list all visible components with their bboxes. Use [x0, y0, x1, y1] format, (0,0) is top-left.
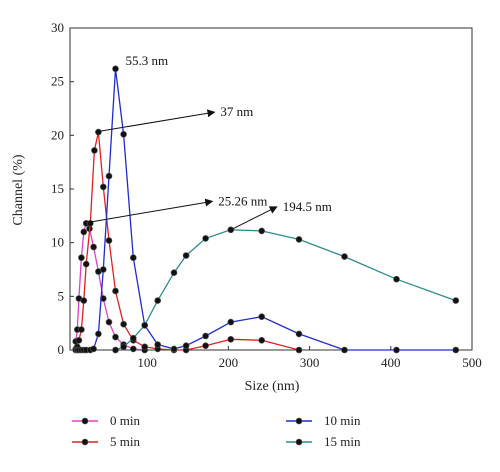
data-point [295, 236, 303, 243]
legend-label: 15 min [324, 434, 361, 449]
annotation-label: 55.3 nm [125, 53, 168, 68]
data-point [120, 343, 127, 351]
series-line [115, 229, 457, 351]
data-point [91, 147, 98, 154]
legend-label: 0 min [110, 413, 140, 428]
data-point [393, 346, 400, 354]
data-point [141, 343, 148, 351]
data-point [105, 172, 113, 180]
data-point [82, 260, 90, 268]
annotations: 55.3 nm 37 nm 25.26 nm 194.5 nm [88, 53, 332, 230]
legend-label: 10 min [324, 413, 361, 428]
data-point [100, 266, 107, 273]
data-point [120, 131, 127, 138]
data-point [295, 330, 303, 338]
legend-marker [81, 438, 89, 446]
x-tick-label: 500 [462, 355, 482, 370]
x-axis-label: Size (nm) [245, 379, 300, 394]
y-tick-label: 0 [58, 342, 65, 357]
data-point [130, 334, 137, 342]
series-10-min [72, 65, 460, 354]
data-point [80, 228, 88, 236]
annotation-label: 194.5 nm [283, 199, 332, 214]
y-tick-label: 5 [58, 288, 65, 303]
legend-label: 5 min [110, 434, 140, 449]
data-point [112, 333, 119, 341]
data-point [182, 252, 190, 259]
plot-frame [69, 27, 473, 351]
y-tick-label: 10 [51, 235, 64, 250]
y-tick-label: 30 [51, 20, 64, 35]
data-point [227, 335, 235, 343]
annotation-label: 37 nm [220, 104, 253, 119]
data-point [295, 346, 303, 354]
data-point [112, 346, 119, 354]
y-tick-label: 25 [51, 74, 64, 89]
y-tick-label: 15 [51, 181, 64, 196]
data-point [202, 235, 209, 242]
data-point [341, 253, 348, 260]
data-point [452, 346, 460, 354]
data-point [154, 341, 161, 348]
x-tick-label: 400 [381, 355, 401, 370]
data-point [130, 254, 137, 262]
data-point [112, 65, 119, 73]
annotation-arrow [232, 206, 278, 230]
y-tick-label: 20 [51, 127, 64, 142]
data-point [120, 320, 127, 328]
data-point [105, 237, 113, 244]
data-point [202, 342, 209, 350]
data-point [78, 326, 85, 333]
data-point [170, 269, 178, 277]
data-point [105, 318, 113, 326]
data-point [393, 275, 400, 283]
data-point [141, 321, 148, 329]
legend-marker [81, 417, 89, 425]
data-point [78, 254, 85, 262]
legend-item: 15 min [286, 434, 361, 449]
data-point [80, 297, 88, 304]
data-point [75, 336, 83, 344]
data-point [130, 345, 137, 353]
axes: 0 5 10 15 20 25 30 100 200 300 400 500 [51, 20, 482, 370]
data-point [258, 227, 266, 235]
data-point [258, 313, 266, 321]
data-point [112, 287, 119, 295]
data-point [95, 330, 102, 338]
data-point [202, 332, 209, 340]
legend-marker [295, 438, 303, 446]
legend-item: 5 min [72, 434, 140, 449]
data-point [258, 336, 266, 344]
x-tick-label: 200 [219, 355, 239, 370]
data-point [90, 243, 97, 251]
data-point [170, 345, 178, 353]
plot-series [72, 65, 460, 354]
annotation-arrow [100, 109, 216, 132]
legend: 0 min 5 min 10 min 15 min [72, 413, 361, 449]
data-point [341, 346, 348, 354]
annotation-arrow [88, 198, 214, 223]
legend-item: 0 min [72, 413, 140, 428]
data-point [227, 226, 235, 234]
legend-item: 10 min [286, 413, 361, 428]
legend-marker [295, 417, 303, 425]
data-point [182, 342, 190, 350]
series-line [75, 68, 456, 351]
x-tick-label: 100 [137, 355, 157, 370]
data-point [452, 297, 460, 304]
data-point [154, 297, 161, 304]
data-point [100, 183, 107, 191]
data-point [90, 345, 97, 353]
data-point [227, 318, 235, 326]
y-axis-label: Channel (%) [11, 154, 26, 225]
series-15-min [112, 226, 460, 354]
x-tick-label: 300 [300, 355, 320, 370]
data-point [95, 128, 102, 136]
series-line [75, 131, 300, 351]
annotation-label: 25.26 nm [218, 193, 267, 208]
